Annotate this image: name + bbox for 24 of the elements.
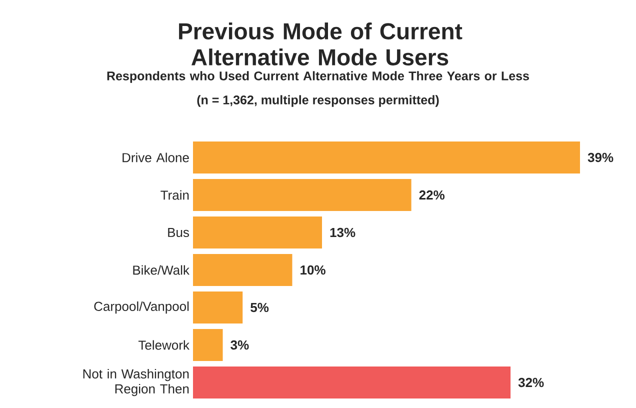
bar [193,142,580,174]
y-tick-label: Bike/Walk [133,265,190,275]
bar [193,329,223,362]
y-tick-label: Carpool/Vanpool [94,301,189,314]
text: (n = 1,362, multiple responses permitted) [197,95,439,107]
data-label: 10% [300,265,326,275]
data-label: 13% [330,228,356,238]
y-tick-label: Bus [168,228,190,238]
data-label: 3% [230,340,249,350]
bar [193,179,412,212]
y-tick-label: Telework [138,340,190,350]
y-tick-label: Not in Washington Region Then [83,368,189,396]
bar [193,216,322,249]
data-label: 32% [518,378,544,388]
data-label: 5% [250,302,269,312]
chart-title: Previous Mode of Current Alternative Mode Users [179,22,462,66]
data-label: 22% [419,190,445,200]
y-tick-label: Train [160,190,189,200]
bar [193,292,243,324]
bar [193,254,292,286]
y-tick-label: Drive Alone [122,152,189,162]
data-label: 39% [588,152,614,162]
chart-subtitle: Respondents who Used Current Alternative Mode Three Years or Less [107,71,529,83]
bar [193,366,511,399]
